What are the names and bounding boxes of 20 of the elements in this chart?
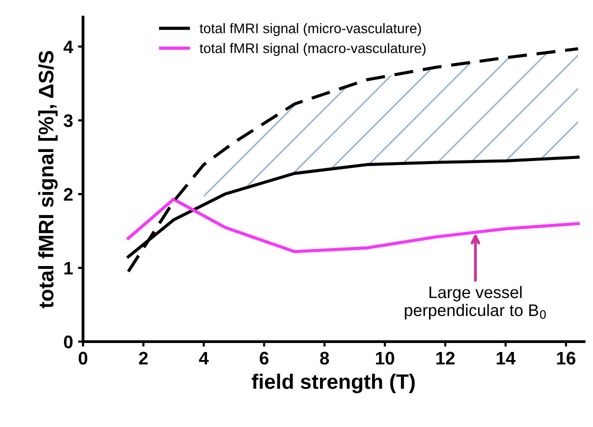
legend-label: total fMRI signal (micro-vasculature) [200,23,421,36]
x-tick-label: 0 [78,352,88,365]
x-tick-label: 12 [436,352,455,364]
x-tick-label: 14 [496,352,516,364]
y-tick-label: 2 [64,188,73,201]
x-tick-label: 6 [260,352,269,365]
y-axis-title: total fMRI signal [%], ΔS/S [38,50,58,308]
y-tick-label: 0 [64,336,73,348]
x-axis-title: field strength (T) [252,374,415,394]
x-tick-label: 4 [199,352,209,364]
legend-label: total fMRI signal (macro-vasculature) [200,42,426,56]
x-tick-label: 16 [557,352,576,365]
x-tick-label: 10 [376,352,394,365]
x-tick-label: 2 [139,352,148,364]
annotation: Large vessel perpendicular to B$_{0}$ [404,286,546,320]
y-tick-label: 4 [64,40,74,54]
x-tick-label: 8 [320,352,329,365]
y-tick-label: 1 [64,262,73,274]
y-tick-label: 3 [64,114,73,128]
line-series [126,198,580,254]
